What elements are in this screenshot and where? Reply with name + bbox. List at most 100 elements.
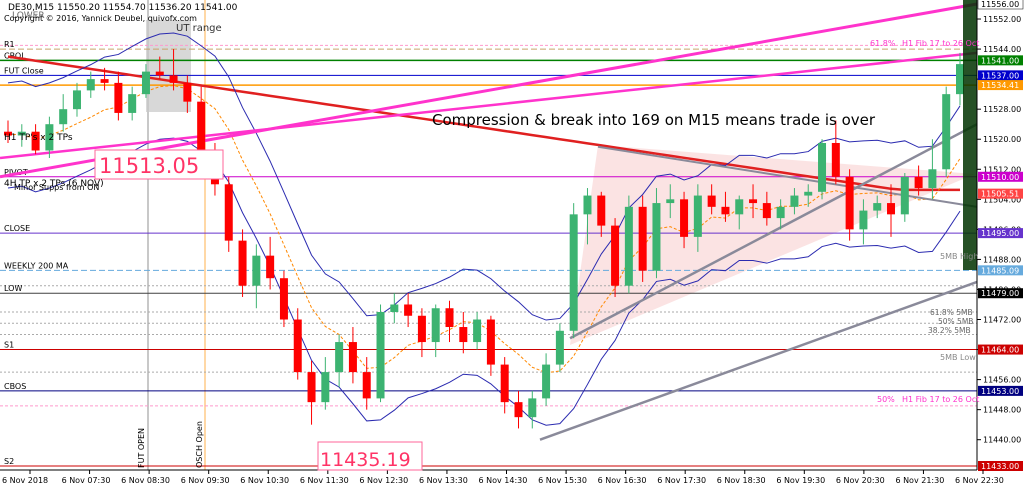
candle-body — [555, 330, 564, 365]
trendline-gray-2 — [569, 123, 978, 340]
candle-body — [141, 71, 150, 95]
ma169-line — [7, 55, 960, 192]
fut-open-label: FUT OPEN — [137, 428, 146, 468]
x-tick-label: 6 Nov 12:30 — [359, 476, 408, 485]
y-tick-label: 11552.00 — [983, 15, 1021, 24]
price-tag-text: 11479.00 — [981, 289, 1019, 298]
candles — [4, 49, 964, 429]
candle-body — [128, 94, 137, 113]
candle-body — [790, 195, 799, 207]
price-tag-bg — [978, 80, 1023, 91]
candle-body — [514, 402, 523, 418]
x-tick-label: 6 Nov 19:30 — [776, 476, 825, 485]
candle-body — [417, 315, 426, 343]
price-tag-bg — [978, 344, 1023, 355]
level-label: LOW — [4, 284, 22, 293]
x-tick-label: 6 Nov 16:30 — [598, 476, 647, 485]
price-tag-bg — [978, 171, 1023, 182]
candle-body — [859, 210, 868, 230]
candle-body — [279, 278, 288, 320]
candle-body — [680, 199, 689, 237]
compression-triangle — [570, 145, 975, 345]
candle-body — [528, 398, 537, 418]
fib-top-label: H1 Fib 17 to 26 Oct — [902, 39, 979, 48]
price-tag-bg — [978, 265, 1023, 276]
candle-body — [321, 372, 330, 403]
candle-body — [238, 240, 247, 286]
y-tick-label: 11448.00 — [983, 406, 1021, 415]
candle-body — [4, 131, 12, 136]
smb-high-label: 5MB High — [940, 252, 978, 261]
price-tag-bg — [978, 55, 1023, 66]
candle-body — [845, 176, 854, 230]
smb-382-label: 38.2% 5MB — [928, 326, 971, 335]
y-tick-label: 11504.00 — [983, 195, 1021, 204]
level-label: WEEKLY 200 MA — [4, 261, 69, 270]
tps-mid-label: 4H TP x 2 TPs (6 NOV) — [4, 179, 104, 189]
level-label: R1 — [4, 40, 15, 49]
x-tick-label: 6 Nov 17:30 — [657, 476, 706, 485]
x-tick-label: 6 Nov 11:30 — [300, 476, 349, 485]
candle-body — [404, 304, 413, 316]
candle-body — [86, 79, 95, 91]
bollinger-upper — [7, 32, 961, 321]
x-tick-label: 6 Nov 18:30 — [717, 476, 766, 485]
candle-body — [638, 206, 647, 271]
copyright-text: Copyright © 2016, Yannick Deubel, quivof… — [4, 14, 197, 23]
smb-618-label: 61.8% 5MB — [930, 308, 973, 317]
candle-body — [693, 195, 702, 237]
smb-low-label: 5MB Low — [940, 353, 976, 362]
price-tag-text: 11485.09 — [981, 266, 1019, 275]
candle-body — [652, 203, 661, 271]
x-tick-label: 6 Nov 08:30 — [121, 476, 170, 485]
candle-body — [818, 142, 827, 192]
candle-body — [224, 184, 233, 241]
candle-body — [169, 75, 178, 83]
candle-body — [59, 109, 68, 125]
price-low-label: 11435.19 — [320, 449, 411, 471]
candle-body — [459, 327, 468, 343]
indicator-lines — [0, 2, 978, 441]
y-tick-label: 11488.00 — [983, 255, 1021, 264]
bollinger-lower — [7, 137, 961, 426]
price-tag-bg — [978, 70, 1023, 81]
minor-supps-label: Minor Supps from ON — [14, 183, 99, 192]
candle-body — [831, 142, 840, 177]
candle-body — [942, 94, 951, 170]
candle-body — [707, 195, 716, 207]
candle-body — [376, 312, 385, 399]
candle-body — [45, 124, 54, 151]
candle-body — [183, 82, 192, 102]
fib-bottom-label: H1 Fib 17 to 26 Oct — [902, 395, 979, 404]
candle-body — [887, 203, 896, 215]
candle-body — [956, 64, 964, 95]
candle-body — [776, 206, 785, 219]
y-tick-label: 11472.00 — [983, 316, 1021, 325]
price-tag-bg — [978, 288, 1023, 299]
candle-body — [735, 199, 744, 215]
candle-body — [114, 82, 123, 113]
candle-body — [900, 176, 909, 215]
main-comment: Compression & break into 169 on M15 mean… — [432, 111, 876, 129]
candle-body — [542, 364, 551, 399]
fib-bottom-pct: 50% — [877, 395, 895, 404]
candle-body — [914, 176, 923, 189]
candle-body — [197, 101, 206, 151]
current-bar-band — [963, 0, 977, 270]
candle-body — [431, 308, 440, 343]
y-tick-label: 11456.00 — [983, 376, 1021, 385]
x-tick-label: 6 Nov 22:30 — [955, 476, 1004, 485]
x-tick-label: 6 Nov 21:30 — [895, 476, 944, 485]
price-tag-text: 11541.00 — [981, 56, 1019, 65]
price-tag-text: 11495.00 — [981, 229, 1019, 238]
smb-50-label: 50% 5MB — [938, 317, 973, 326]
price-tag-text: 11510.00 — [981, 173, 1019, 182]
trendline-gray-3 — [597, 145, 978, 208]
candle-body — [721, 206, 730, 215]
candle-body — [31, 131, 40, 151]
y-tick-label: 11544.00 — [983, 45, 1021, 54]
candle-body — [100, 79, 109, 83]
price-high-box — [94, 149, 224, 180]
